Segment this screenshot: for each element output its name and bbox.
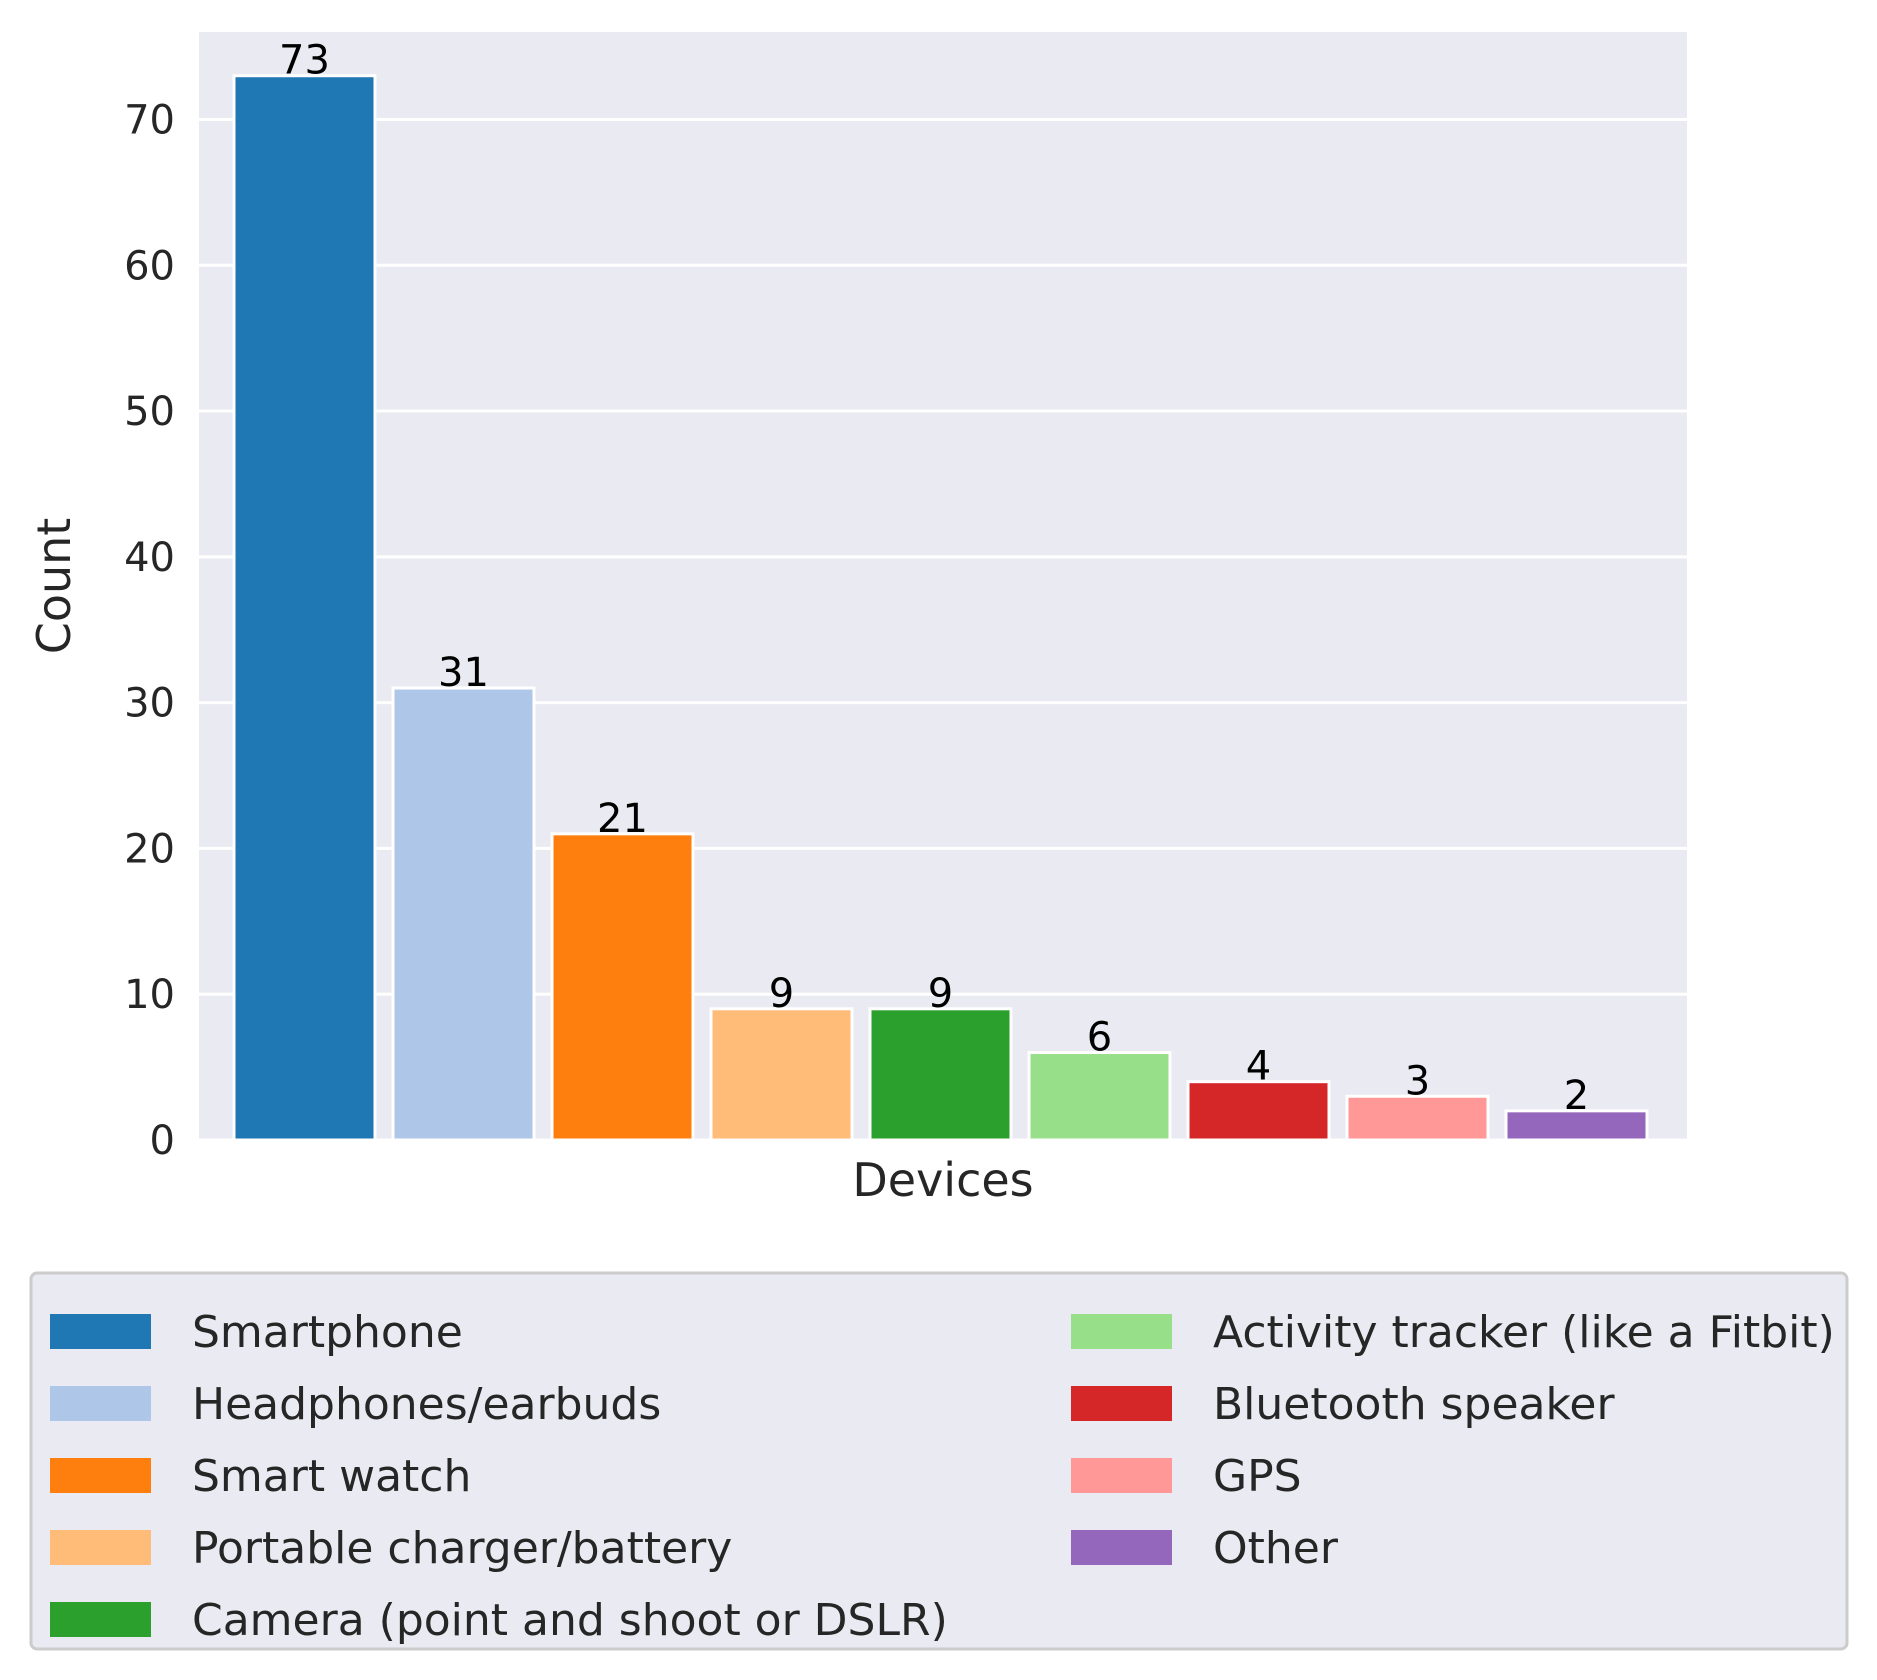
legend-swatch [1071,1458,1172,1493]
legend-label: Bluetooth speaker [1213,1379,1615,1430]
bar [1345,1094,1490,1142]
x-axis-label: Devices [852,1153,1033,1207]
y-tick-label: 60 [124,243,175,289]
y-tick-label: 40 [124,535,175,581]
legend-swatch [50,1530,151,1565]
y-axis-label: Count [27,518,81,655]
legend-label: Other [1213,1523,1339,1574]
data-label: 21 [597,796,648,842]
bar [232,74,377,1142]
legend-label: Portable charger/battery [192,1523,732,1574]
legend-swatch [50,1386,151,1421]
legend-swatch [1071,1314,1172,1349]
legend-label: Camera (point and shoot or DSLR) [192,1595,948,1646]
legend-label: Smart watch [192,1451,471,1502]
legend-label: GPS [1213,1451,1302,1502]
data-label: 73 [279,38,330,84]
legend-label: Smartphone [192,1307,463,1358]
bar [1186,1080,1331,1142]
data-labels: 73 31 21 9 9 6 4 3 2 [279,38,1589,1119]
y-axis-ticks: 0 10 20 30 40 50 60 70 [124,97,175,1164]
bar [391,686,536,1142]
legend-swatch [50,1314,151,1349]
data-label: 9 [769,971,794,1017]
y-tick-label: 70 [124,97,175,143]
legend-box [29,1271,1849,1651]
legend-swatch [50,1458,151,1493]
data-label: 2 [1564,1073,1589,1119]
bars [232,74,1649,1142]
legend: Smartphone Headphones/earbuds Smart watch P… [29,1271,1849,1651]
legend-label: Headphones/earbuds [192,1379,661,1430]
data-label: 31 [438,650,489,696]
data-label: 9 [928,971,953,1017]
legend-swatch [1071,1386,1172,1421]
data-label: 4 [1246,1044,1271,1090]
data-label: 6 [1087,1015,1112,1061]
data-label: 3 [1405,1058,1430,1104]
bar [868,1007,1013,1142]
bar [1027,1051,1172,1142]
y-tick-label: 20 [124,826,175,872]
bar [1504,1109,1649,1142]
legend-swatch [50,1602,151,1637]
legend-label: Activity tracker (like a Fitbit) [1213,1307,1835,1358]
bar [709,1007,854,1142]
y-tick-label: 30 [124,681,175,727]
y-tick-label: 0 [150,1118,175,1164]
y-tick-label: 10 [124,972,175,1018]
y-tick-label: 50 [124,389,175,435]
bar [550,832,695,1142]
legend-swatch [1071,1530,1172,1565]
